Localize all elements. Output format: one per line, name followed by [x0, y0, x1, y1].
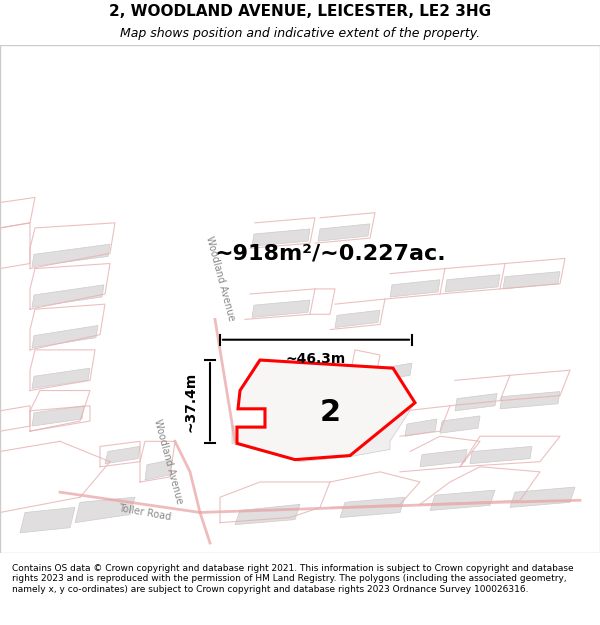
Polygon shape	[237, 360, 415, 459]
Polygon shape	[380, 363, 412, 381]
Polygon shape	[32, 244, 110, 266]
Polygon shape	[340, 498, 405, 518]
Polygon shape	[470, 446, 532, 464]
Polygon shape	[32, 326, 98, 348]
Polygon shape	[445, 274, 500, 292]
Polygon shape	[318, 224, 370, 241]
Polygon shape	[145, 459, 172, 480]
Text: Contains OS data © Crown copyright and database right 2021. This information is : Contains OS data © Crown copyright and d…	[12, 564, 574, 594]
Polygon shape	[252, 300, 310, 318]
Text: Toller Road: Toller Road	[118, 503, 172, 522]
Polygon shape	[235, 504, 300, 524]
Polygon shape	[500, 391, 560, 409]
Polygon shape	[32, 368, 90, 389]
Text: 2: 2	[319, 398, 341, 428]
Polygon shape	[252, 229, 310, 246]
Polygon shape	[430, 490, 495, 511]
Polygon shape	[510, 487, 575, 508]
Text: ~918m²/~0.227ac.: ~918m²/~0.227ac.	[214, 243, 446, 263]
Polygon shape	[105, 446, 140, 464]
Polygon shape	[32, 406, 84, 426]
Polygon shape	[440, 416, 480, 433]
Polygon shape	[232, 360, 415, 462]
Polygon shape	[390, 280, 440, 297]
Text: Woodland Avenue: Woodland Avenue	[204, 235, 236, 322]
Text: Map shows position and indicative extent of the property.: Map shows position and indicative extent…	[120, 28, 480, 40]
Polygon shape	[20, 508, 75, 532]
Polygon shape	[32, 285, 104, 308]
Polygon shape	[75, 498, 135, 522]
Polygon shape	[405, 419, 437, 436]
Text: 2, WOODLAND AVENUE, LEICESTER, LE2 3HG: 2, WOODLAND AVENUE, LEICESTER, LE2 3HG	[109, 4, 491, 19]
Text: ~37.4m: ~37.4m	[184, 372, 198, 432]
Polygon shape	[335, 310, 380, 328]
Polygon shape	[455, 394, 497, 411]
Polygon shape	[503, 272, 560, 289]
Text: ~46.3m: ~46.3m	[286, 352, 346, 366]
Text: Woodland Avenue: Woodland Avenue	[152, 418, 184, 505]
Polygon shape	[420, 449, 467, 467]
